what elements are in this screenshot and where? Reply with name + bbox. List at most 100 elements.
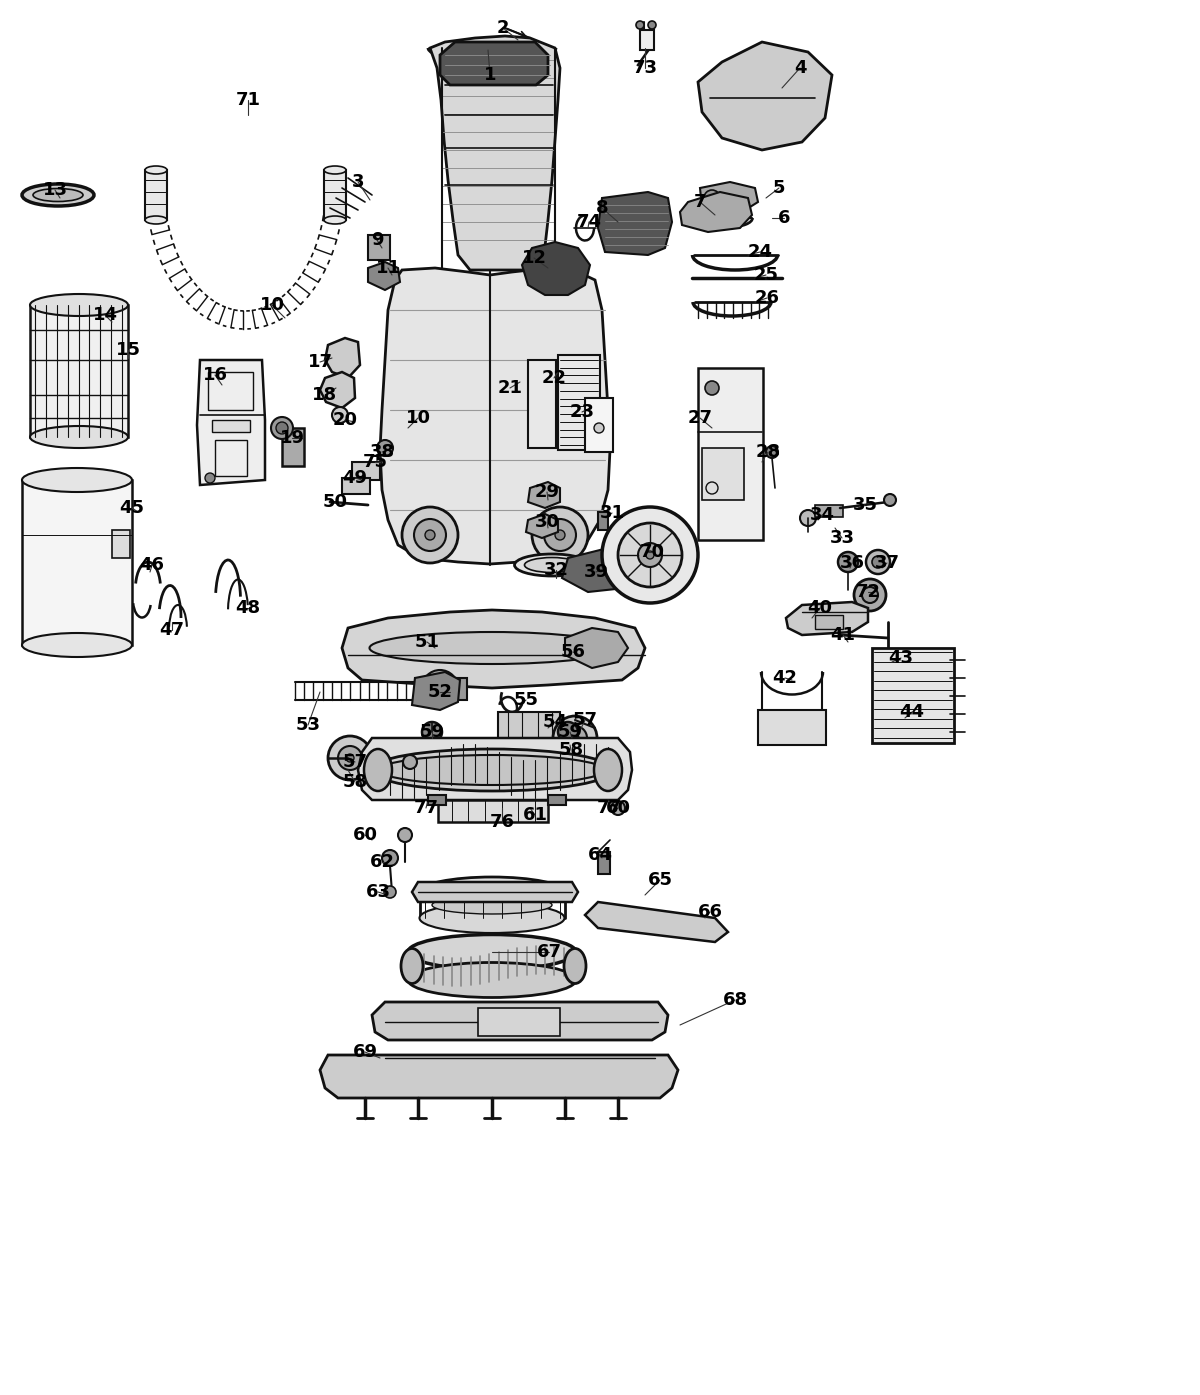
Circle shape bbox=[384, 886, 396, 898]
Polygon shape bbox=[440, 42, 548, 85]
Circle shape bbox=[402, 506, 458, 564]
Circle shape bbox=[611, 801, 625, 815]
Text: 44: 44 bbox=[900, 703, 924, 721]
Text: 65: 65 bbox=[648, 870, 672, 889]
Text: 41: 41 bbox=[830, 626, 856, 644]
Ellipse shape bbox=[324, 166, 346, 174]
Bar bbox=[698, 368, 763, 540]
Ellipse shape bbox=[22, 633, 132, 657]
Circle shape bbox=[553, 716, 598, 760]
Circle shape bbox=[838, 552, 858, 572]
Text: 48: 48 bbox=[235, 598, 260, 617]
Text: 77: 77 bbox=[414, 799, 438, 817]
Text: 43: 43 bbox=[888, 649, 913, 667]
Text: 58: 58 bbox=[558, 741, 583, 759]
Text: 62: 62 bbox=[370, 852, 395, 870]
Circle shape bbox=[544, 519, 576, 551]
Text: 71: 71 bbox=[235, 91, 260, 109]
Text: 8: 8 bbox=[595, 199, 608, 218]
Polygon shape bbox=[412, 672, 460, 710]
Bar bbox=[815, 615, 842, 629]
Ellipse shape bbox=[564, 949, 586, 983]
Text: 68: 68 bbox=[722, 990, 748, 1009]
Ellipse shape bbox=[145, 216, 167, 225]
Text: 32: 32 bbox=[544, 561, 569, 579]
Text: 24: 24 bbox=[748, 243, 773, 261]
Circle shape bbox=[205, 473, 215, 483]
Text: 30: 30 bbox=[534, 513, 559, 531]
Circle shape bbox=[422, 723, 442, 742]
Bar bbox=[282, 428, 304, 466]
Circle shape bbox=[800, 511, 816, 526]
Text: 23: 23 bbox=[570, 403, 594, 421]
Circle shape bbox=[571, 734, 580, 742]
Circle shape bbox=[706, 381, 719, 395]
Polygon shape bbox=[197, 360, 265, 485]
Polygon shape bbox=[586, 903, 728, 942]
Text: 58: 58 bbox=[342, 773, 367, 791]
Text: 26: 26 bbox=[755, 289, 780, 307]
Bar bbox=[598, 852, 610, 875]
Bar bbox=[758, 710, 826, 745]
Circle shape bbox=[854, 579, 886, 611]
Bar bbox=[558, 354, 600, 451]
Polygon shape bbox=[320, 372, 355, 407]
Text: 6: 6 bbox=[778, 209, 791, 227]
Text: 12: 12 bbox=[522, 248, 546, 266]
Circle shape bbox=[377, 439, 394, 456]
Circle shape bbox=[646, 551, 654, 559]
Text: 38: 38 bbox=[370, 444, 395, 460]
Text: 52: 52 bbox=[427, 684, 452, 702]
Circle shape bbox=[271, 417, 293, 439]
Circle shape bbox=[766, 446, 778, 458]
Text: 45: 45 bbox=[120, 499, 144, 518]
Polygon shape bbox=[698, 42, 832, 151]
Text: 59: 59 bbox=[558, 723, 582, 741]
Ellipse shape bbox=[34, 188, 83, 201]
Ellipse shape bbox=[524, 558, 580, 572]
Ellipse shape bbox=[30, 294, 128, 317]
Text: 51: 51 bbox=[414, 633, 439, 651]
Polygon shape bbox=[372, 1002, 668, 1041]
Bar bbox=[438, 799, 548, 822]
Text: 7: 7 bbox=[694, 193, 707, 211]
Polygon shape bbox=[786, 603, 868, 635]
Circle shape bbox=[554, 530, 565, 540]
Ellipse shape bbox=[379, 755, 605, 785]
Ellipse shape bbox=[370, 632, 614, 664]
Text: 70: 70 bbox=[640, 543, 665, 561]
Text: 64: 64 bbox=[588, 845, 612, 864]
Text: 15: 15 bbox=[115, 340, 140, 359]
Ellipse shape bbox=[420, 877, 564, 907]
Polygon shape bbox=[412, 882, 578, 903]
Bar bbox=[586, 398, 613, 452]
Bar bbox=[528, 360, 556, 448]
Text: 57: 57 bbox=[572, 711, 598, 730]
Text: 9: 9 bbox=[371, 232, 383, 248]
Text: 25: 25 bbox=[754, 266, 779, 285]
Bar bbox=[428, 795, 446, 805]
Ellipse shape bbox=[30, 425, 128, 448]
Polygon shape bbox=[565, 628, 628, 668]
Ellipse shape bbox=[401, 949, 424, 983]
Text: 14: 14 bbox=[92, 306, 118, 324]
Text: 36: 36 bbox=[840, 554, 864, 572]
Text: 27: 27 bbox=[688, 409, 713, 427]
Text: 2: 2 bbox=[497, 20, 509, 38]
Text: 13: 13 bbox=[42, 181, 67, 199]
Text: 16: 16 bbox=[203, 365, 228, 384]
Circle shape bbox=[862, 587, 878, 603]
Circle shape bbox=[332, 407, 348, 423]
Text: 29: 29 bbox=[534, 483, 559, 501]
Bar bbox=[215, 439, 247, 476]
Text: 33: 33 bbox=[829, 529, 854, 547]
Bar bbox=[498, 711, 560, 739]
Circle shape bbox=[558, 723, 578, 742]
Ellipse shape bbox=[324, 216, 346, 225]
Text: 46: 46 bbox=[139, 557, 164, 573]
Polygon shape bbox=[598, 193, 672, 255]
Ellipse shape bbox=[408, 935, 576, 970]
Text: 5: 5 bbox=[773, 179, 785, 197]
Ellipse shape bbox=[22, 184, 94, 206]
Text: 60: 60 bbox=[353, 826, 378, 844]
